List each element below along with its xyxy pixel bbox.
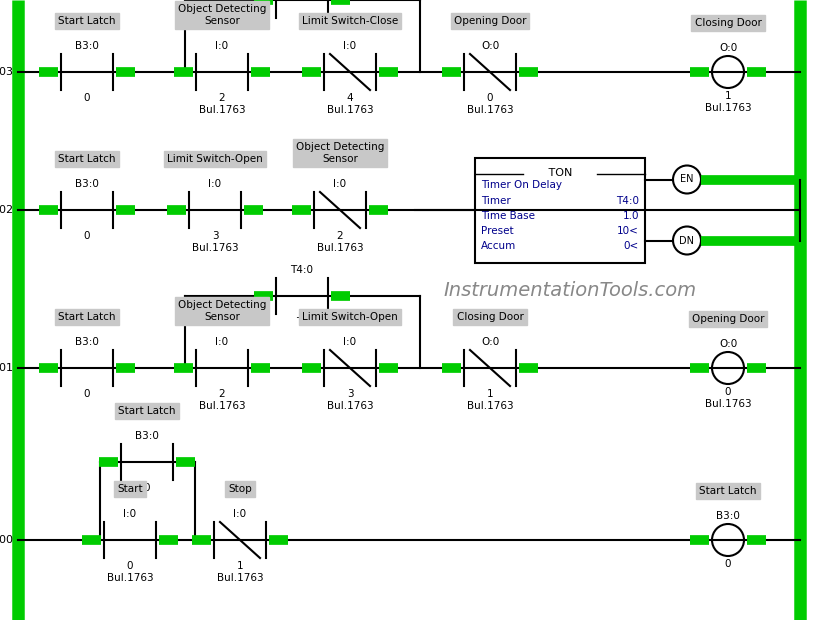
Text: 0: 0 [487, 93, 493, 103]
Text: Closing Door: Closing Door [694, 18, 762, 28]
Text: Bul.1763: Bul.1763 [199, 105, 245, 115]
Text: 1: 1 [725, 91, 731, 101]
Text: 2: 2 [337, 231, 344, 241]
Text: 1: 1 [236, 561, 243, 571]
Text: 0: 0 [127, 561, 133, 571]
Text: Accum: Accum [481, 241, 516, 251]
Text: Bul.1763: Bul.1763 [467, 401, 514, 411]
Text: 0000: 0000 [0, 535, 13, 545]
Text: I:0: I:0 [215, 41, 228, 51]
Text: Bul.1763: Bul.1763 [191, 243, 238, 253]
Text: Bul.1763: Bul.1763 [317, 243, 363, 253]
Text: Bul.1763: Bul.1763 [106, 573, 153, 583]
Text: Time Base: Time Base [481, 211, 535, 221]
Text: I:0: I:0 [209, 179, 222, 189]
Text: I:0: I:0 [334, 179, 347, 189]
Text: 10<: 10< [617, 226, 639, 236]
Text: Start Latch: Start Latch [58, 312, 116, 322]
Text: I:0: I:0 [344, 337, 357, 347]
Text: Limit Switch-Close: Limit Switch-Close [302, 16, 398, 26]
Text: Opening Door: Opening Door [692, 314, 764, 324]
Text: Start: Start [117, 484, 143, 494]
Text: 0002: 0002 [0, 205, 13, 215]
Text: 0<: 0< [624, 241, 639, 251]
Text: Object Detecting
Sensor: Object Detecting Sensor [178, 301, 266, 322]
Text: I:0: I:0 [344, 41, 357, 51]
Text: Preset: Preset [481, 226, 514, 236]
Text: T4:0: T4:0 [290, 265, 313, 275]
Text: 0: 0 [144, 483, 151, 493]
Text: B3:0: B3:0 [135, 431, 159, 441]
Text: Start Latch: Start Latch [699, 486, 757, 496]
Text: B3:0: B3:0 [75, 337, 99, 347]
Text: 2: 2 [218, 389, 225, 399]
Text: Bul.1763: Bul.1763 [199, 401, 245, 411]
Text: Timer: Timer [481, 195, 510, 206]
Text: EN: EN [681, 174, 694, 185]
Text: B3:0: B3:0 [716, 511, 740, 521]
Text: DN: DN [680, 236, 694, 246]
Text: O:0: O:0 [719, 43, 737, 53]
Text: Bul.1763: Bul.1763 [704, 103, 751, 113]
Text: TT: TT [296, 317, 308, 327]
Text: 0: 0 [83, 389, 90, 399]
FancyBboxPatch shape [475, 157, 645, 262]
Text: 0003: 0003 [0, 67, 13, 77]
Text: O:0: O:0 [481, 41, 499, 51]
Text: Bul.1763: Bul.1763 [217, 573, 263, 583]
Text: I:0: I:0 [215, 337, 228, 347]
Text: 1: 1 [487, 389, 493, 399]
Text: Bul.1763: Bul.1763 [704, 399, 751, 409]
Text: TON: TON [545, 169, 575, 179]
Text: 3: 3 [347, 389, 353, 399]
Text: Timer On Delay: Timer On Delay [481, 180, 562, 190]
Text: 1.0: 1.0 [622, 211, 639, 221]
Text: Bul.1763: Bul.1763 [326, 401, 373, 411]
Text: Object Detecting
Sensor: Object Detecting Sensor [178, 4, 266, 26]
Text: B3:0: B3:0 [75, 179, 99, 189]
Text: T4:0: T4:0 [616, 195, 639, 206]
Text: 2: 2 [218, 93, 225, 103]
Text: Opening Door: Opening Door [454, 16, 526, 26]
Text: Bul.1763: Bul.1763 [467, 105, 514, 115]
Text: Stop: Stop [228, 484, 252, 494]
Text: InstrumentationTools.com: InstrumentationTools.com [443, 280, 697, 299]
Text: 0: 0 [725, 559, 731, 569]
Text: Limit Switch-Open: Limit Switch-Open [302, 312, 398, 322]
Text: 3: 3 [212, 231, 218, 241]
Text: I:0: I:0 [233, 509, 246, 519]
Text: B3:0: B3:0 [75, 41, 99, 51]
Text: Start Latch: Start Latch [58, 16, 116, 26]
Text: 4: 4 [347, 93, 353, 103]
Text: O:0: O:0 [719, 339, 737, 349]
Text: 0001: 0001 [0, 363, 13, 373]
Text: Object Detecting
Sensor: Object Detecting Sensor [296, 143, 384, 164]
Text: 0: 0 [725, 387, 731, 397]
Text: I:0: I:0 [124, 509, 137, 519]
Text: Closing Door: Closing Door [456, 312, 524, 322]
Text: 0: 0 [83, 231, 90, 241]
Text: 0: 0 [83, 93, 90, 103]
Text: Start Latch: Start Latch [58, 154, 116, 164]
Text: Bul.1763: Bul.1763 [326, 105, 373, 115]
Text: Start Latch: Start Latch [119, 406, 176, 416]
Text: O:0: O:0 [481, 337, 499, 347]
Text: Limit Switch-Open: Limit Switch-Open [167, 154, 263, 164]
